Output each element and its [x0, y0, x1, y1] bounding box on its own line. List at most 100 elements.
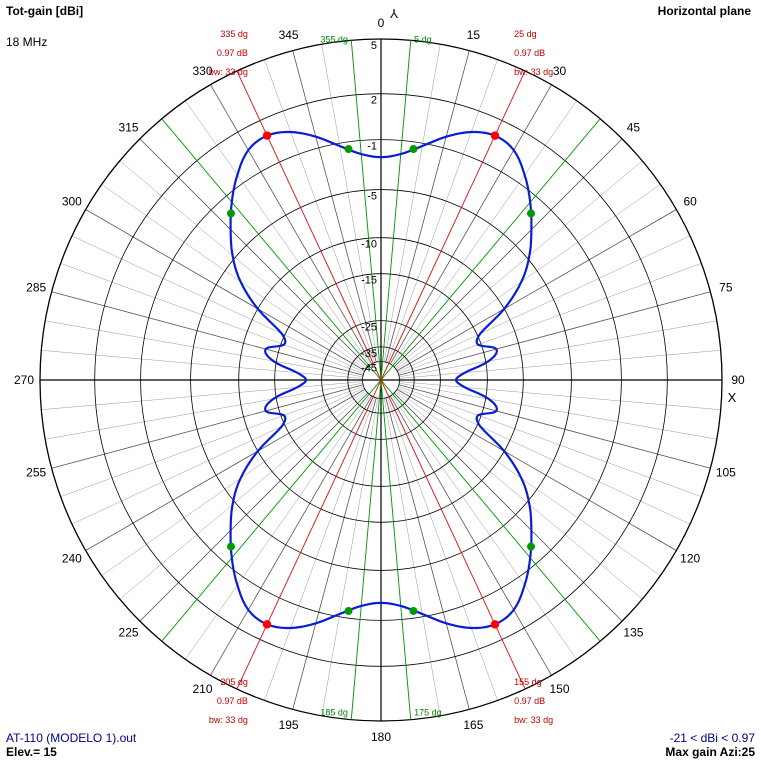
- main-lobe-marker: [262, 131, 272, 140]
- angle-tick-label: 75: [719, 281, 733, 295]
- angle-tick-label: 345: [279, 28, 299, 42]
- angle-tick-label: 45: [627, 121, 641, 135]
- grid-spoke: [397, 235, 691, 373]
- angle-tick-label: 0: [378, 16, 385, 30]
- half-power-line: [350, 379, 382, 720]
- grid-spoke: [383, 44, 441, 362]
- frequency-label: 18 MHz: [6, 35, 48, 49]
- angle-tick-label: 285: [26, 281, 46, 295]
- radial-tick-label: -5: [367, 191, 377, 203]
- half-power-marker: [409, 145, 418, 154]
- grid-spoke: [396, 390, 661, 576]
- grid-spoke: [398, 263, 702, 374]
- grid-spoke: [391, 395, 577, 660]
- grid-spoke: [71, 235, 365, 373]
- half-power-marker: [409, 606, 418, 615]
- angle-tick-label: 120: [680, 552, 700, 566]
- main-lobe-line: [380, 70, 526, 381]
- main-lobe-marker: [490, 131, 500, 140]
- half-power-marker: [344, 145, 353, 154]
- grid-spoke: [383, 398, 441, 716]
- main-lobe-line: [236, 379, 382, 690]
- grid-spoke: [119, 160, 367, 369]
- half-power-line: [380, 379, 412, 720]
- radial-tick-label: -10: [361, 239, 377, 251]
- half-power-line: [380, 40, 412, 381]
- grid-spoke: [398, 386, 702, 497]
- grid-spoke: [264, 59, 375, 363]
- grid-spoke: [292, 50, 377, 363]
- grid-spoke: [45, 320, 363, 378]
- radial-tick-label: -1: [367, 141, 377, 153]
- plot-labels: 5 2 -1 -5 -10 -15 -25 -35 -45 0 15 30 45 60 75 90 105 120…: [14, 6, 745, 744]
- grid-spoke: [60, 263, 364, 374]
- half-power-marker: [227, 542, 236, 551]
- grid-spoke: [397, 387, 691, 525]
- plot-title: Tot-gain [dBi]: [6, 4, 84, 18]
- grid-spoke: [391, 100, 577, 365]
- half-power-marker: [526, 542, 535, 551]
- angle-tick-label: 270: [14, 373, 34, 387]
- grid-spoke: [185, 100, 371, 365]
- angle-tick-label: 225: [119, 625, 139, 639]
- main-lobe-marker: [490, 620, 500, 629]
- grid-spoke: [71, 387, 365, 525]
- grid-spoke: [398, 384, 711, 469]
- radial-tick-label: -25: [361, 322, 377, 334]
- grid-spoke: [210, 395, 373, 676]
- grid-spoke: [398, 291, 711, 376]
- gain-range-label: -21 < dBi < 0.97: [669, 731, 755, 745]
- grid-spoke: [210, 84, 373, 365]
- lobe-markers: [227, 131, 535, 629]
- grid-spoke: [389, 84, 552, 365]
- pattern-curve: [229, 130, 533, 630]
- grid-spoke: [387, 59, 498, 363]
- angle-tick-label: 90: [731, 373, 745, 387]
- main-lobe-marker: [262, 620, 272, 629]
- half-power-label: 5 dg: [414, 34, 432, 44]
- grid-spoke: [396, 209, 677, 372]
- half-power-line: [350, 40, 382, 381]
- grid-spoke: [321, 44, 379, 362]
- half-power-label: 175 dg: [414, 708, 442, 718]
- half-power-label: 355 dg: [320, 34, 348, 44]
- grid-spoke: [399, 381, 721, 410]
- grid-spoke: [393, 392, 623, 622]
- angle-tick-label: 330: [192, 64, 212, 78]
- half-power-line: [161, 379, 382, 642]
- elevation-label: Elev.= 15: [6, 745, 57, 759]
- y-axis-marker: Y: [389, 6, 398, 21]
- lobe-annotation: bw: 33 dg: [514, 715, 553, 725]
- radial-tick-label: -45: [361, 362, 377, 374]
- grid-spoke: [264, 397, 375, 701]
- lobe-annotation: bw: 33 dg: [209, 715, 248, 725]
- grid-spoke: [139, 392, 369, 622]
- grid-spoke: [85, 209, 366, 372]
- lobe-annotation: 0.97 dB: [217, 48, 248, 58]
- radial-tick-label: 5: [371, 40, 377, 52]
- angle-tick-label: 255: [26, 465, 46, 479]
- lobe-annotation: bw: 33 dg: [209, 67, 248, 77]
- angle-tick-label: 180: [371, 730, 391, 744]
- half-power-marker: [526, 209, 535, 218]
- angle-tick-label: 165: [463, 718, 483, 732]
- grid-spoke: [51, 291, 364, 376]
- plane-label: Horizontal plane: [657, 4, 751, 18]
- grid-spoke: [41, 350, 363, 379]
- beam-lines: [161, 40, 601, 720]
- half-power-label: 185 dg: [320, 708, 348, 718]
- grid-spoke: [387, 397, 498, 701]
- lobe-annotation: 335 dg: [220, 29, 248, 39]
- angle-tick-label: 105: [716, 465, 736, 479]
- grid-spoke: [395, 160, 643, 369]
- max-gain-label: Max gain Azi:25: [665, 745, 755, 759]
- lobe-annotation: 0.97 dB: [514, 48, 545, 58]
- radial-tick-label: 2: [371, 95, 377, 107]
- grid-spoke: [101, 390, 366, 576]
- angle-tick-label: 300: [62, 195, 82, 209]
- radial-tick-label: -35: [361, 348, 377, 360]
- half-power-marker: [344, 606, 353, 615]
- half-power-line: [161, 118, 382, 381]
- lobe-annotation: 0.97 dB: [514, 696, 545, 706]
